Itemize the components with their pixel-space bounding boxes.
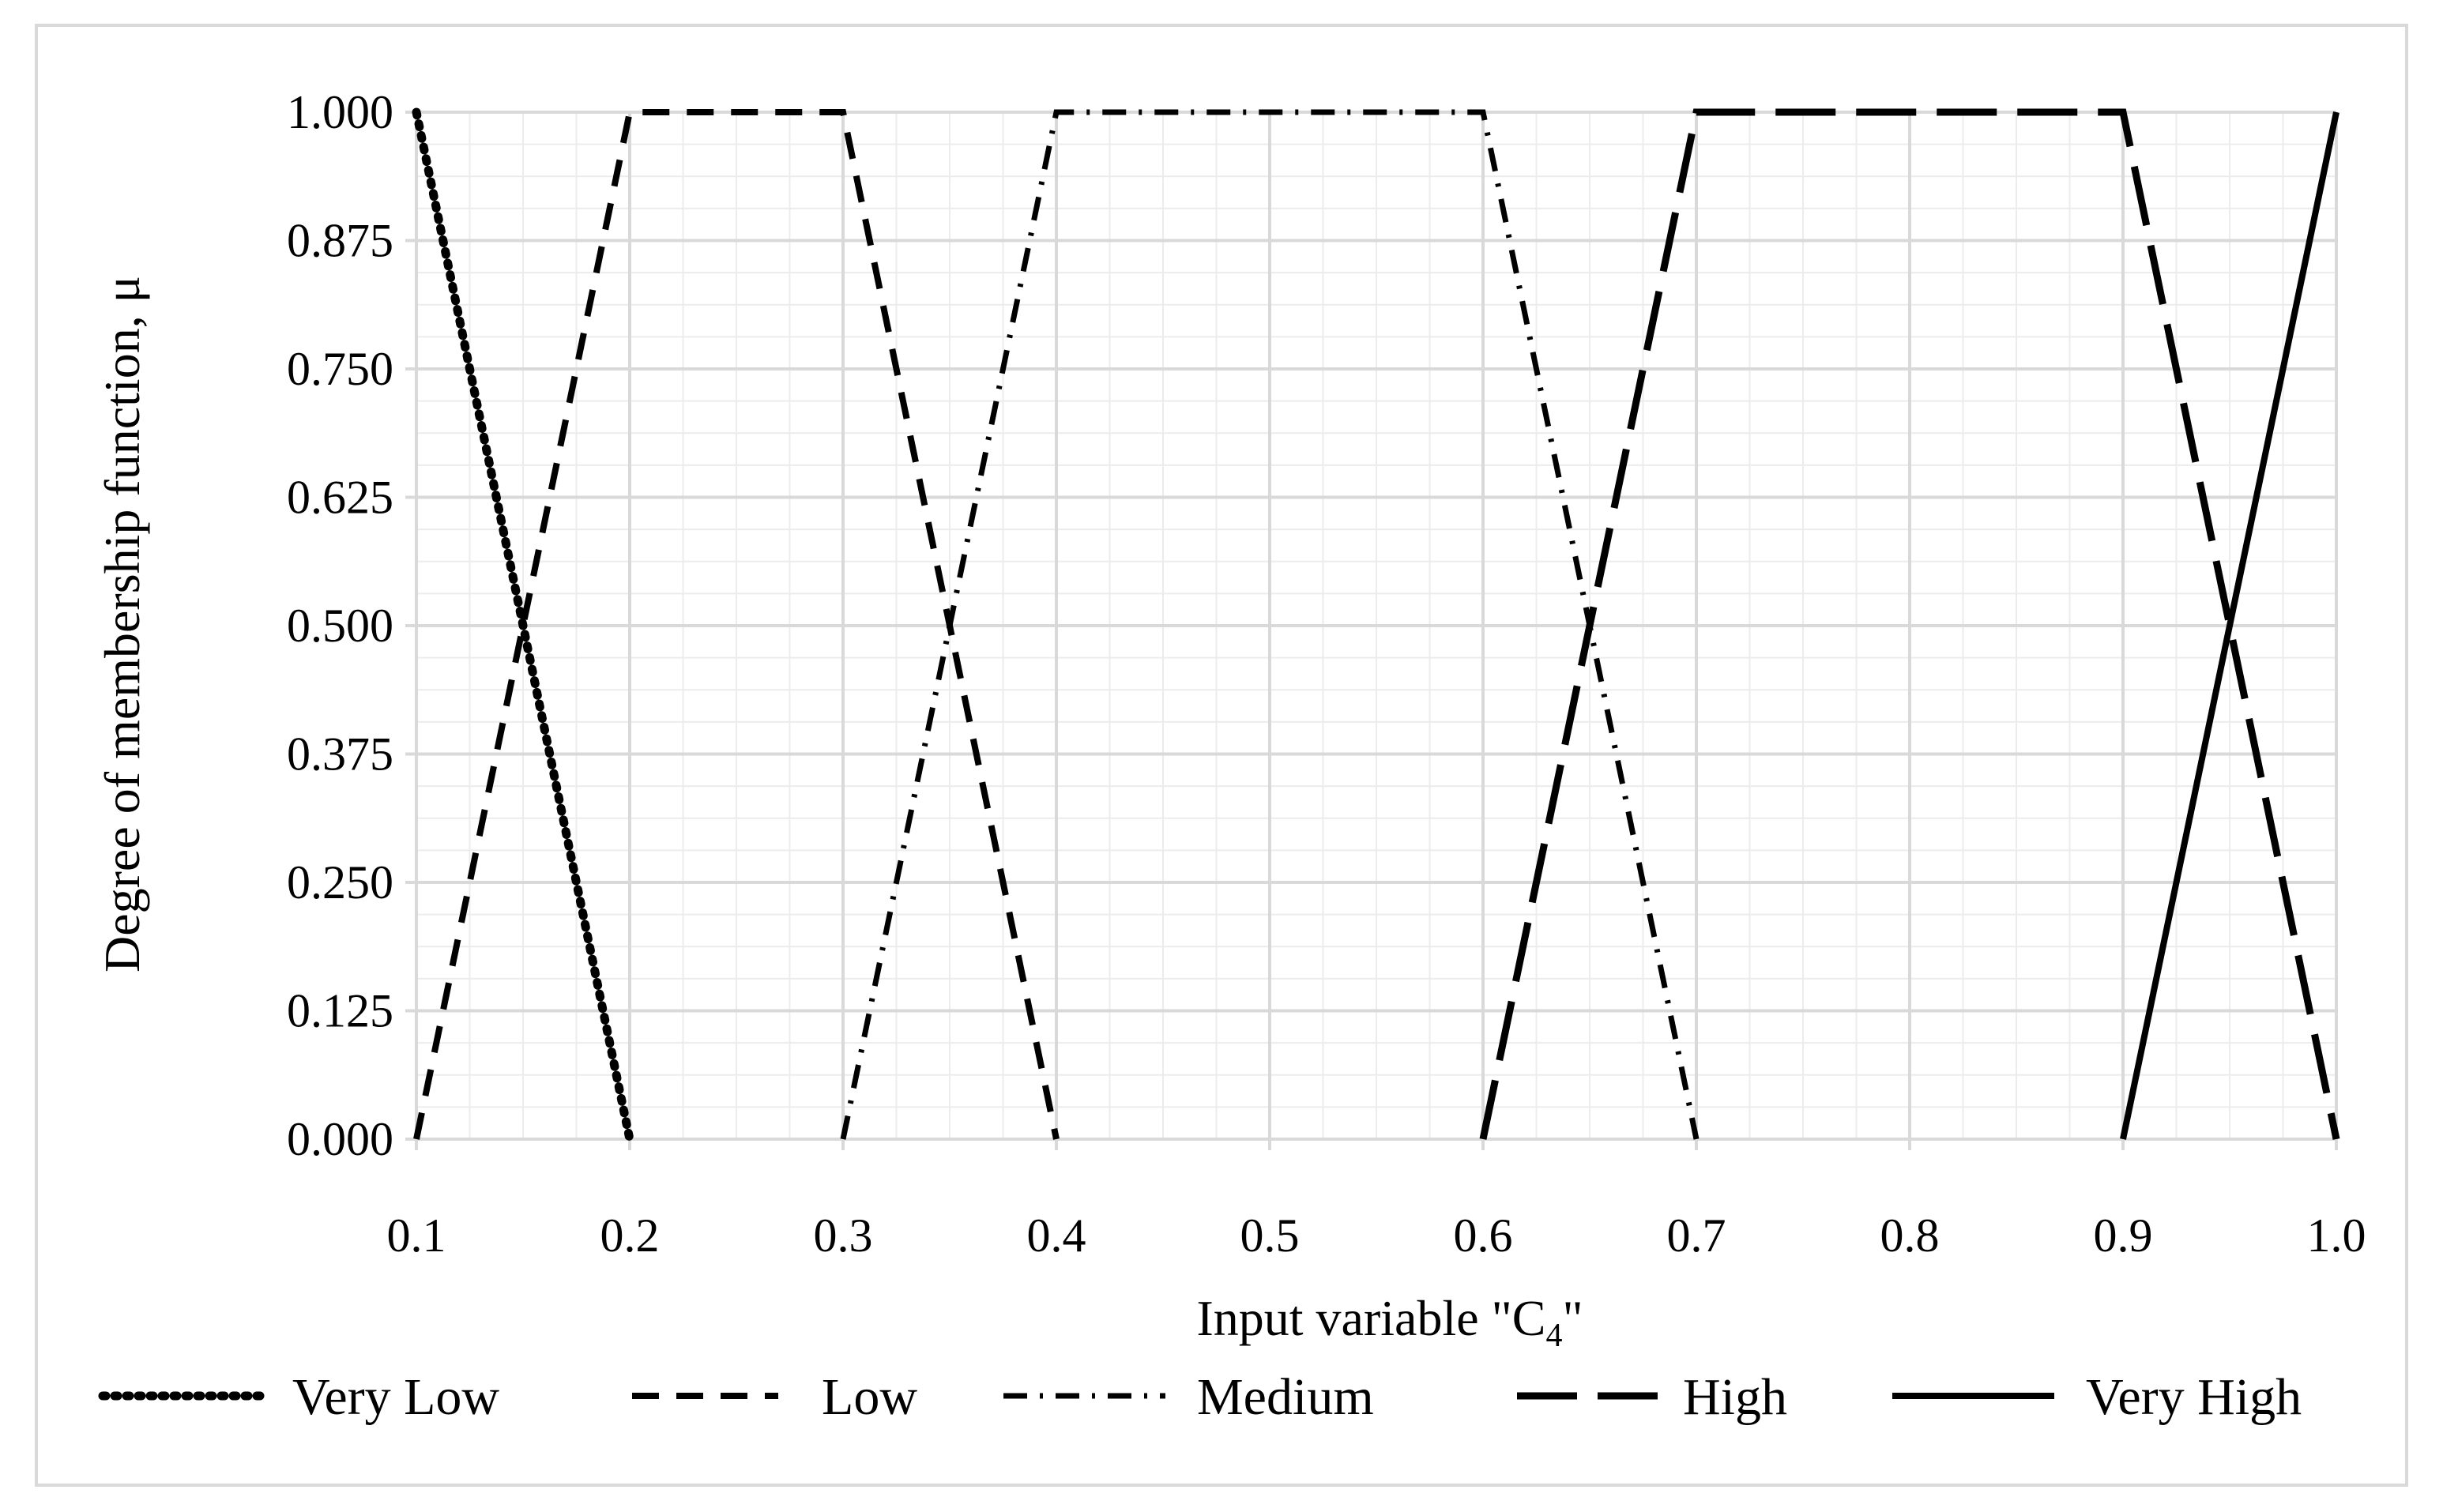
y-tick-label: 0.375 — [287, 728, 393, 780]
y-tick-label: 0.250 — [287, 856, 393, 908]
x-tick-label: 0.8 — [1880, 1209, 1940, 1262]
x-tick-label: 0.1 — [387, 1209, 446, 1262]
x-tick-label: 1.0 — [2307, 1209, 2366, 1262]
x-tick-label: 0.3 — [814, 1209, 873, 1262]
y-tick-label: 1.000 — [287, 86, 393, 138]
legend-label-medium: Medium — [1197, 1368, 1374, 1426]
x-axis-title: Input variable "C4" — [1196, 1290, 1583, 1354]
x-axis-ticks: 0.1 0.2 0.3 0.4 0.5 0.6 0.7 0.8 0.9 1.0 — [387, 1209, 2366, 1262]
series-very-low — [412, 107, 634, 1144]
y-tick-label: 0.500 — [287, 600, 393, 652]
x-tick-label: 0.7 — [1667, 1209, 1726, 1262]
legend-label-low: Low — [822, 1368, 917, 1426]
legend: Very Low Low Medium High Very High — [98, 1368, 2302, 1426]
x-tick-label: 0.5 — [1240, 1209, 1300, 1262]
y-tick-label: 0.875 — [287, 215, 393, 267]
x-tick-label: 0.9 — [2094, 1209, 2153, 1262]
y-axis-title: Degree of membership function, μ — [94, 276, 150, 972]
legend-label-very-high: Very High — [2086, 1368, 2302, 1426]
legend-label-very-low: Very Low — [292, 1368, 499, 1426]
y-tick-label: 0.125 — [287, 985, 393, 1037]
series-high — [1479, 108, 2340, 1140]
series-very-high — [2120, 111, 2339, 1140]
y-tick-label: 0.000 — [287, 1113, 393, 1165]
x-tick-label: 0.2 — [600, 1209, 660, 1262]
y-tick-label: 0.625 — [287, 472, 393, 524]
legend-label-high: High — [1683, 1368, 1787, 1426]
x-tick-label: 0.6 — [1454, 1209, 1513, 1262]
y-axis-ticks: 0.000 0.125 0.250 0.375 0.500 0.625 0.750 0.875… — [287, 86, 393, 1165]
x-tick-label: 0.4 — [1027, 1209, 1086, 1262]
major-grid — [405, 111, 2338, 1150]
y-tick-label: 0.750 — [287, 343, 393, 395]
chart-frame — [35, 24, 2408, 1487]
series-layer — [412, 107, 2340, 1144]
